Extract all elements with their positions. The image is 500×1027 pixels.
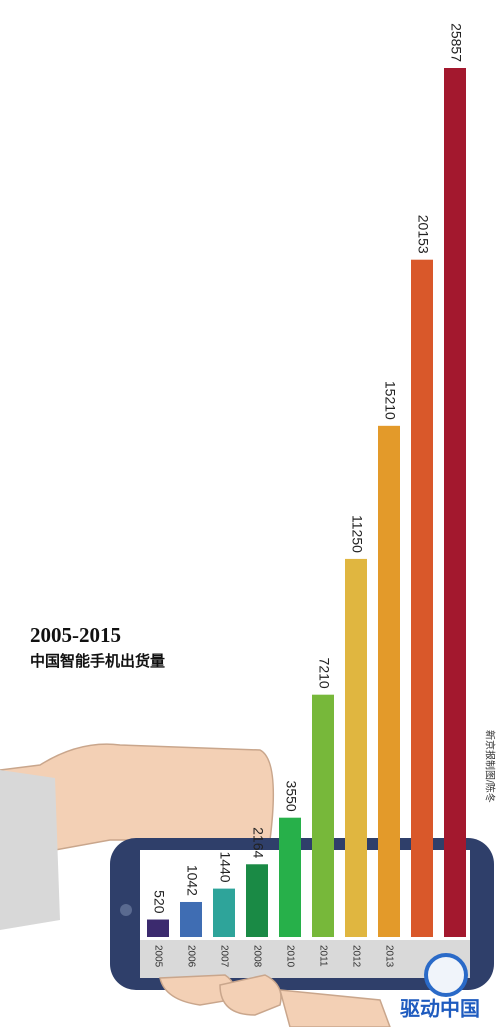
bar — [345, 558, 367, 937]
bar — [279, 817, 301, 937]
x-tick-label: 2007 — [218, 945, 229, 968]
screen-strip — [140, 940, 470, 978]
bar — [444, 68, 466, 937]
bar — [213, 888, 235, 937]
x-tick-label: 2008 — [251, 945, 262, 968]
phone-button — [120, 904, 132, 916]
bar — [378, 425, 400, 937]
x-tick-label: 2012 — [350, 945, 361, 968]
value-label: 7210 — [316, 658, 332, 689]
watermark-logo — [424, 953, 468, 997]
value-label: 11250 — [349, 515, 365, 553]
bar — [411, 259, 433, 937]
hand — [0, 743, 275, 861]
bar — [147, 919, 169, 937]
value-label: 520 — [151, 890, 167, 914]
x-tick-label: 2010 — [284, 945, 295, 968]
bars: 520 2005 1042 2006 1440 2007 2164 2008 3550 2010 7… — [147, 23, 466, 968]
value-label: 25857 — [448, 23, 464, 62]
value-label: 20153 — [415, 215, 431, 254]
bar — [246, 864, 268, 937]
x-tick-label: 2011 — [317, 945, 328, 967]
bar — [312, 694, 334, 937]
finger — [219, 974, 282, 1016]
value-label: 15210 — [382, 381, 398, 420]
credit: 新京报制图/陈冬 — [483, 730, 496, 803]
x-tick-label: 2013 — [383, 945, 394, 968]
x-tick-label: 2005 — [152, 945, 163, 968]
watermark: 驱动中国 — [400, 996, 480, 1020]
value-label: 1440 — [217, 851, 233, 882]
value-label: 3550 — [283, 781, 299, 812]
chart-title: 2005-2015 — [30, 623, 121, 647]
sleeve — [0, 770, 60, 930]
chart-subtitle: 中国智能手机出货量 — [30, 652, 165, 670]
value-label: 1042 — [184, 865, 200, 896]
x-tick-label: 2006 — [185, 945, 196, 968]
palm — [278, 989, 391, 1027]
bar — [180, 901, 202, 937]
value-label: 2164 — [250, 827, 266, 858]
